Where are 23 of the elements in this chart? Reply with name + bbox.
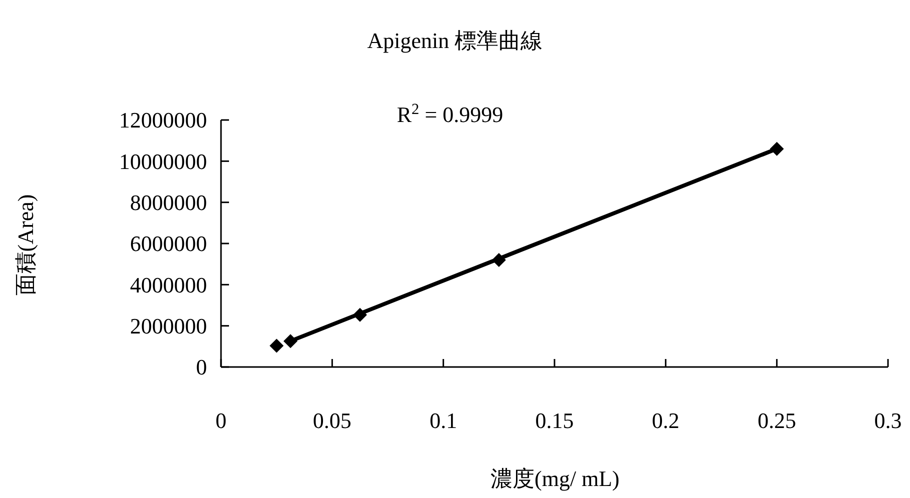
x-tick-label: 0.15 [535,408,574,433]
point [352,308,367,322]
y-tick-label: 12000000 [119,108,207,133]
y-tick-label: 0 [196,354,207,380]
chart-title: Apigenin 標準曲線 [367,28,543,53]
x-tick-label: 0.1 [430,408,458,433]
y-tick-label: 2000000 [130,314,207,339]
point [283,334,298,348]
y-axis-title: 面積(Area) [13,194,38,296]
point [770,142,784,156]
y-tick-label: 4000000 [130,272,207,298]
y-tick-label: 6000000 [130,231,207,256]
annotation: R$^{2}$ = 0.9999 [396,100,504,127]
x-tick-label: 0.25 [758,408,796,433]
x-tick-label: 0 [216,408,226,433]
point [270,338,284,353]
x-tick-label: 0.05 [312,408,352,433]
point [492,252,506,267]
x-axis-title: 濃度(mg/ mL) [490,466,620,491]
y-tick-label: 10000000 [119,148,207,174]
x-tick-label: 0.2 [652,408,680,433]
x-tick-label: 0.3 [874,408,902,433]
y-tick-label: 8000000 [130,190,207,216]
